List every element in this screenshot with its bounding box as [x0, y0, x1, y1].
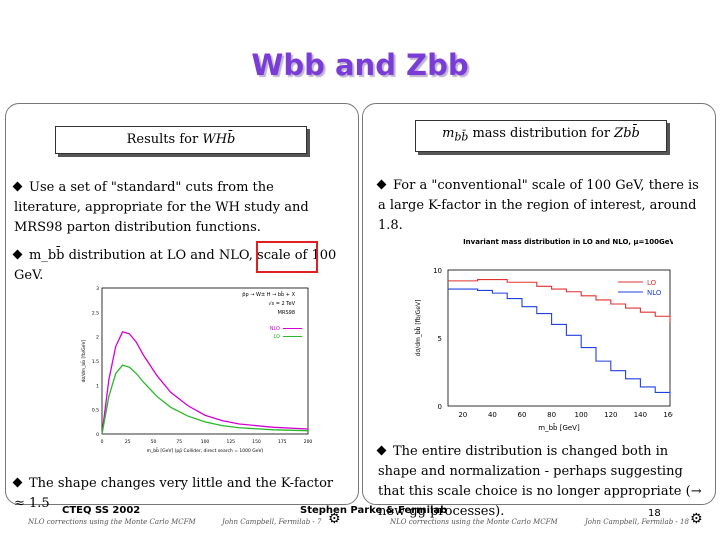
left-bullet-1: Use a set of "standard" cuts from the li… — [12, 180, 309, 235]
chart-title: Invariant mass distribution in LO and NL… — [463, 238, 673, 246]
y-tick-label: 2 — [96, 335, 99, 341]
x-tick-label: 175 — [278, 439, 287, 445]
bullet-diamond-icon — [376, 179, 387, 190]
legend-label: LO — [647, 279, 657, 287]
plot-frame — [101, 287, 309, 435]
x-tick-label: 40 — [488, 411, 497, 419]
right-chart: Invariant mass distribution in LO and NL… — [415, 238, 673, 432]
x-tick-label: 60 — [518, 411, 527, 419]
y-tick-label: 2.5 — [92, 310, 99, 316]
left-bullet-3: The shape changes very little and the K-… — [12, 476, 334, 511]
x-tick-label: 150 — [252, 439, 261, 445]
x-tick-label: 50 — [151, 439, 157, 445]
series-line-nlo — [448, 288, 671, 396]
highlight-box — [256, 241, 318, 273]
series-line-nlo — [101, 331, 309, 435]
y-axis-label: dσ/dm_bb̄ [fb/GeV] — [415, 300, 422, 357]
slide-title: Wbb and Zbb — [251, 48, 469, 82]
legend-label: NLO — [647, 289, 662, 297]
x-tick-label: 160 — [663, 411, 673, 419]
chart-annotation: p̄p → W± H → bb̄ + X — [242, 291, 295, 298]
x-tick-label: 25 — [125, 439, 131, 445]
y-tick-label: 0.5 — [92, 408, 99, 414]
right-panel-header: mbb̄ mass distribution for Zbb̄ — [415, 120, 667, 152]
footer-small-left-1: NLO corrections using the Monte Carlo MC… — [28, 518, 196, 526]
x-tick-label: 100 — [201, 439, 210, 445]
left-chart: 0 25 50 75 100 125 150 175 200 0 0.5 1 1.5 2 2.5 3 m_bb̄… — [80, 286, 313, 454]
chart-annotation: MRS98 — [278, 310, 295, 316]
footer-small-left-2: John Campbell, Fermilab - 7 — [222, 518, 322, 526]
series-line-lo — [448, 278, 671, 322]
left-bullet-2: m_bb̄ distribution at LO and NLO, scale … — [12, 248, 337, 283]
y-tick-label: 0 — [438, 403, 442, 411]
y-tick-label: 1 — [96, 383, 99, 389]
x-tick-label: 75 — [176, 439, 182, 445]
x-tick-label: 200 — [304, 439, 313, 445]
plot-frame — [447, 269, 671, 407]
footer-small-right-1: NLO corrections using the Monte Carlo MC… — [390, 518, 558, 526]
chart-annotation: √s = 2 TeV — [268, 301, 295, 307]
legend-label: NLO — [270, 326, 280, 332]
footer-page: 18 — [648, 508, 661, 519]
x-tick-label: 125 — [226, 439, 235, 445]
right-bullet-2: The entire distribution is changed both … — [376, 444, 702, 519]
x-tick-label: 100 — [575, 411, 588, 419]
left-panel-header: Results for WHb̄ — [55, 126, 307, 154]
x-tick-label: 140 — [634, 411, 647, 419]
gear-icon: ⚙ — [690, 511, 703, 527]
legend-label: LO — [273, 334, 280, 340]
x-tick-label: 80 — [547, 411, 556, 419]
footer-center: Stephen Parke & Fermilab — [300, 505, 448, 516]
bullet-diamond-icon — [12, 181, 23, 192]
x-tick-label: 120 — [604, 411, 617, 419]
y-tick-label: 0 — [96, 432, 99, 438]
y-tick-label: 3 — [96, 286, 99, 292]
series-line-lo — [101, 364, 309, 435]
x-tick-label: 0 — [101, 439, 104, 445]
y-tick-label: 10 — [433, 267, 442, 275]
y-axis-label: dσ/dm_bb̄ [fb/GeV] — [80, 339, 87, 382]
bullet-diamond-icon — [12, 249, 23, 260]
footer-small-right-2: John Campbell, Fermilab - 18 — [585, 518, 689, 526]
bullet-diamond-icon — [12, 477, 23, 488]
right-bullet-1: For a "conventional" scale of 100 GeV, t… — [376, 178, 699, 233]
right-panel — [362, 103, 716, 505]
y-tick-label: 5 — [438, 335, 442, 343]
footer-left: CTEQ SS 2002 — [62, 505, 141, 516]
x-tick-label: 20 — [458, 411, 467, 419]
left-panel — [5, 103, 359, 505]
x-axis-label: m_bb̄ [GeV] — [538, 423, 580, 432]
bullet-diamond-icon — [376, 445, 387, 456]
gear-icon: ⚙ — [328, 511, 341, 527]
y-tick-label: 1.5 — [92, 359, 99, 365]
x-axis-label: m_bb̄ [GeV] (pp̄ Collider, direct search… — [147, 447, 264, 454]
